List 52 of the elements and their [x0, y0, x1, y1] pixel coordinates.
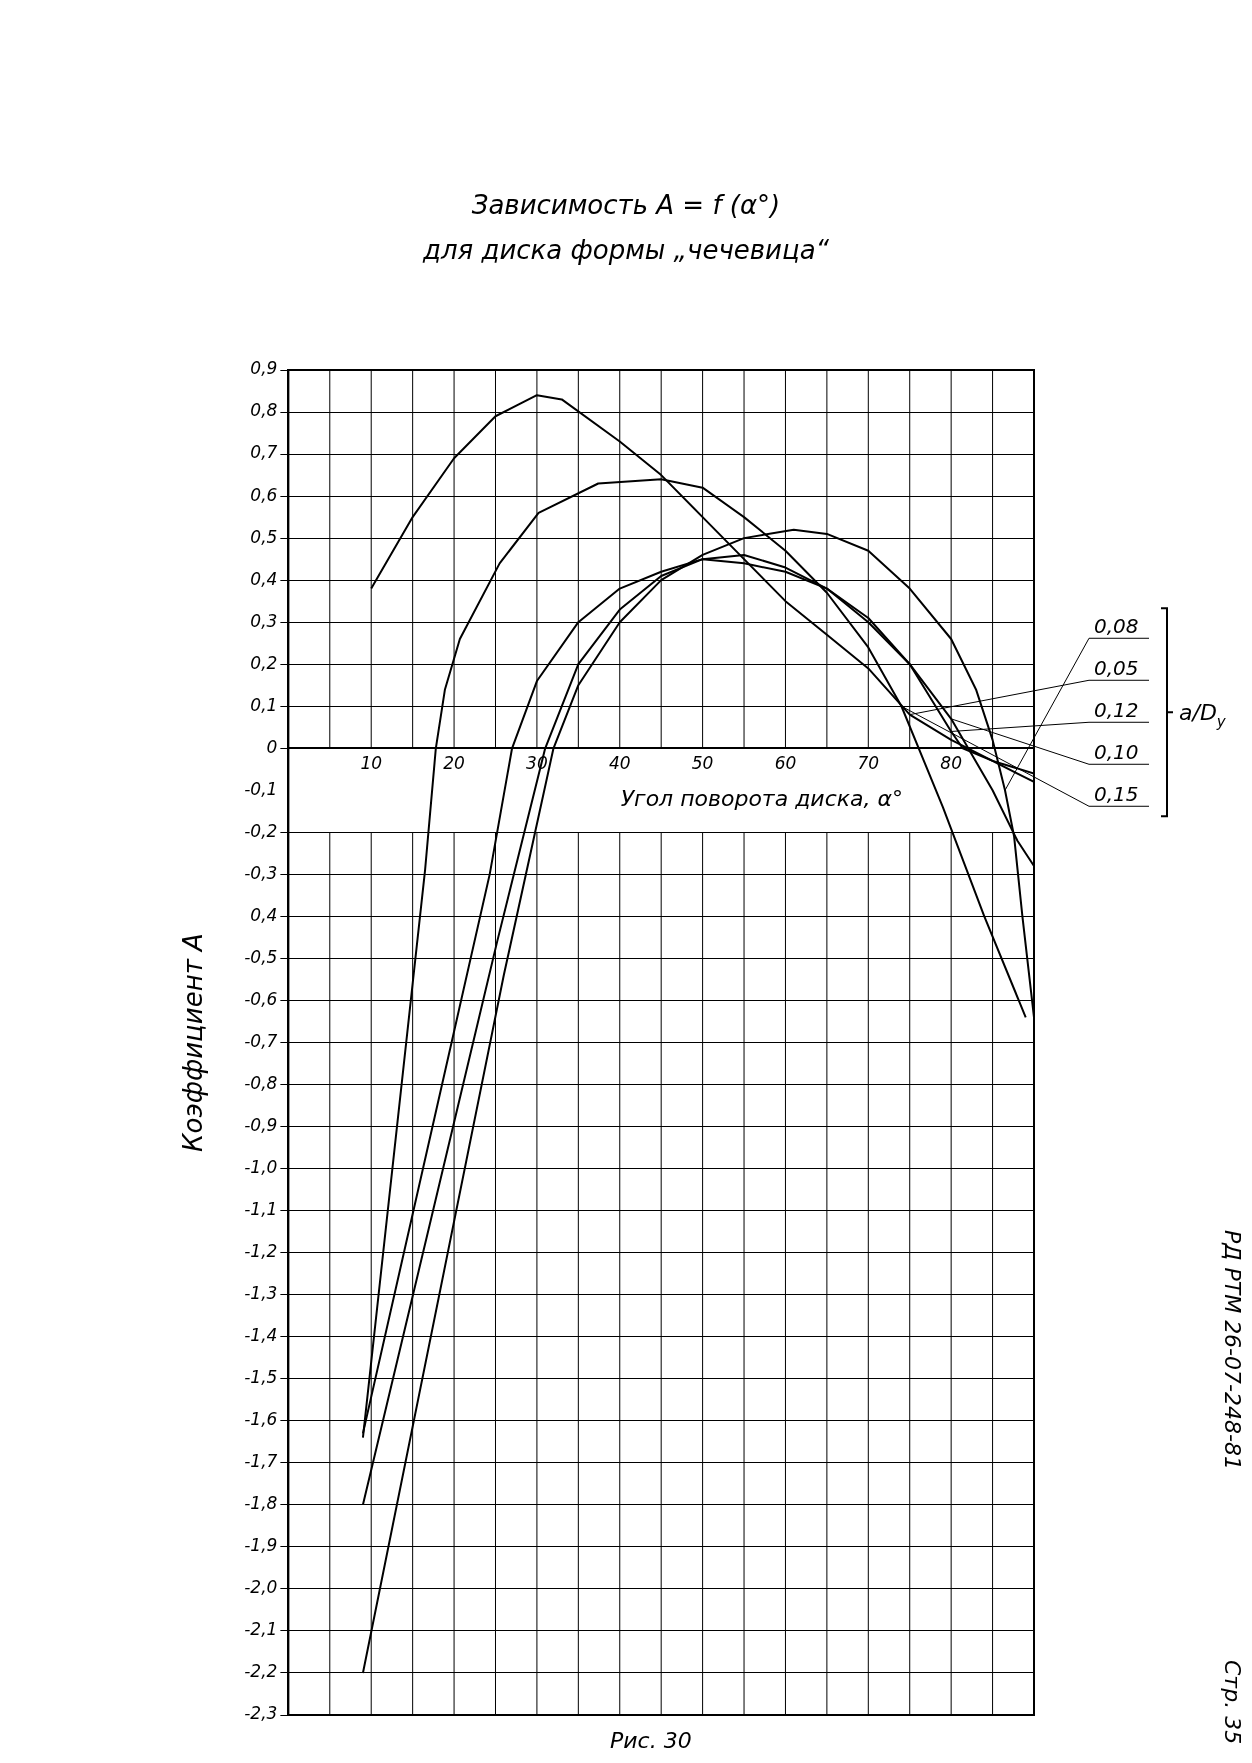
y-tick-label: 0,3: [250, 610, 278, 631]
y-tick-label: 0,6: [250, 484, 278, 505]
y-tick-label: -0,3: [244, 862, 278, 883]
y-tick-label: 0,2: [250, 652, 278, 673]
x-axis-title: Угол поворота диска, α°: [620, 786, 904, 812]
x-tick-label: 40: [608, 753, 631, 774]
y-tick-label: -1,2: [244, 1241, 278, 1262]
y-tick-label: 0,4: [250, 904, 278, 925]
y-tick-label: 0,1: [250, 694, 278, 715]
y-tick-label: -2,3: [244, 1703, 278, 1724]
y-tick-label: 0,5: [250, 526, 278, 547]
y-axis-title: Коэффициент A: [178, 933, 209, 1152]
y-tick-label: -1,9: [244, 1535, 278, 1556]
chart-title: Зависимость A = f (α°): [470, 190, 782, 220]
x-tick-label: 60: [774, 753, 797, 774]
chart-subtitle: для диска формы „чечевица“: [421, 235, 831, 265]
y-tick-label: -1,7: [244, 1451, 278, 1472]
x-tick-label: 20: [443, 753, 465, 774]
legend-label: 0,12: [1094, 698, 1139, 723]
y-tick-label: -2,0: [244, 1577, 278, 1598]
x-tick-label: 80: [940, 753, 962, 774]
y-tick-label: -0,1: [244, 778, 278, 799]
y-tick-label: 0,7: [250, 442, 278, 463]
text: Рис. 30: [610, 1728, 692, 1753]
y-tick-label: -0,8: [244, 1072, 278, 1093]
text: РД РТМ 26-07-248-81: [1220, 1230, 1245, 1470]
text: Стр. 35: [1220, 1660, 1245, 1745]
y-tick-label: -0,2: [244, 820, 278, 841]
y-tick-label: -1,8: [244, 1493, 278, 1514]
y-tick-label: -0,5: [244, 946, 278, 967]
text: 0,10: [1094, 740, 1139, 765]
y-tick-label: -0,9: [244, 1114, 278, 1135]
y-tick-label: 0,8: [250, 400, 278, 421]
y-tick-label: -2,2: [244, 1661, 278, 1682]
text: 0,08: [1094, 614, 1139, 639]
y-tick-label: -1,4: [244, 1325, 278, 1346]
y-tick-label: 0: [266, 736, 278, 757]
y-tick-label: -0,6: [244, 988, 278, 1009]
y-tick-label: -1,3: [244, 1283, 278, 1304]
y-tick-label: -1,0: [244, 1157, 278, 1178]
y-tick-label: -1,1: [244, 1199, 278, 1220]
x-tick-label: 70: [857, 753, 880, 774]
text: 0,05: [1094, 656, 1139, 681]
y-tick-label: -0,7: [244, 1030, 278, 1051]
x-tick-label: 50: [691, 753, 714, 774]
y-tick-label: 0,4: [250, 568, 278, 589]
y-tick-label: -1,5: [244, 1367, 278, 1388]
y-tick-label: 0,9: [250, 358, 278, 379]
y-tick-label: -2,1: [244, 1619, 278, 1640]
y-tick-label: -1,6: [244, 1409, 278, 1430]
text: 0,15: [1094, 782, 1139, 807]
x-tick-label: 10: [360, 753, 383, 774]
